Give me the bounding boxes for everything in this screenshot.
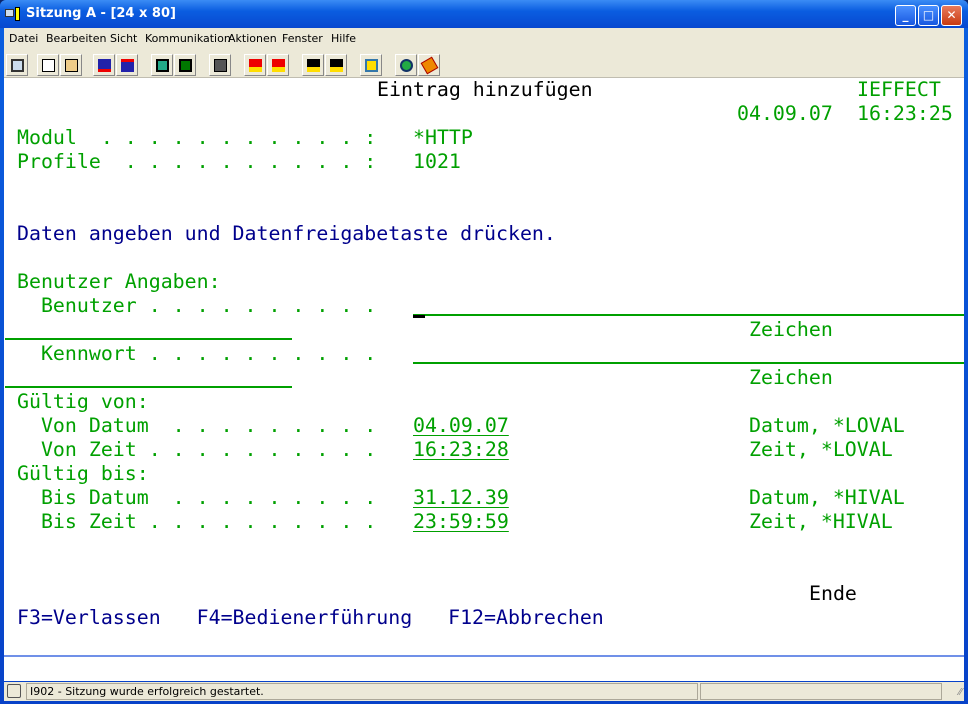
- von-datum-hint: Datum, *LOVAL: [749, 414, 905, 437]
- system-name: IEFFECT: [857, 78, 941, 101]
- benutzer-hint: Zeichen: [749, 318, 833, 341]
- resize-grip-icon[interactable]: ⁄⁄: [958, 687, 962, 698]
- keyboard-icon: [214, 59, 227, 72]
- screen-setup-button[interactable]: [151, 54, 173, 76]
- keyboard-button[interactable]: [209, 54, 231, 76]
- macro-run-button[interactable]: [302, 54, 324, 76]
- von-datum-label: Von Datum . . . . . . . . .: [17, 414, 377, 437]
- screen-button[interactable]: [174, 54, 196, 76]
- bis-datum-input[interactable]: 31.12.39: [413, 486, 509, 509]
- profile-value: 1021: [413, 150, 461, 173]
- copy-button[interactable]: [37, 54, 59, 76]
- screen-divider: [4, 655, 964, 657]
- more-indicator: Ende: [809, 582, 857, 605]
- status-bar: I902 - Sitzung wurde erfolgreich gestart…: [4, 682, 964, 701]
- status-message: I902 - Sitzung wurde erfolgreich gestart…: [26, 683, 698, 700]
- bis-datum-label: Bis Datum . . . . . . . . .: [17, 486, 377, 509]
- gueltig-von-heading: Gültig von:: [17, 390, 149, 413]
- globe-icon: [400, 59, 413, 72]
- menu-fenster[interactable]: Fenster: [282, 32, 323, 45]
- bis-datum-hint: Datum, *HIVAL: [749, 486, 905, 509]
- status-panel: [700, 683, 942, 700]
- clipboard-button[interactable]: [360, 54, 382, 76]
- screen-time: 16:23:25: [857, 102, 953, 125]
- window-title: Sitzung A - [24 x 80]: [26, 6, 176, 21]
- globe-button[interactable]: [395, 54, 417, 76]
- minimize-button[interactable]: _: [895, 5, 916, 26]
- help-icon: [420, 56, 439, 75]
- von-zeit-hint: Zeit, *LOVAL: [749, 438, 893, 461]
- instruction-text: Daten angeben und Datenfreigabetaste drü…: [17, 222, 556, 245]
- screen-setup-icon: [156, 59, 169, 72]
- send-button[interactable]: [93, 54, 115, 76]
- screen-title: Eintrag hinzufügen: [377, 78, 593, 101]
- send-icon: [98, 59, 111, 72]
- benutzer-input-underline: [413, 314, 964, 316]
- kennwort-input-underline: [413, 362, 964, 364]
- modul-value: *HTTP: [413, 126, 473, 149]
- modul-label: Modul . . . . . . . . . . . :: [17, 126, 377, 149]
- benutzer-input-continuation[interactable]: [5, 338, 292, 340]
- macro-stop-icon: [330, 59, 343, 72]
- close-button[interactable]: ✕: [941, 5, 962, 26]
- macro-record-icon: [272, 59, 285, 72]
- von-zeit-input[interactable]: 16:23:28: [413, 438, 509, 461]
- bis-zeit-input[interactable]: 23:59:59: [413, 510, 509, 533]
- menu-aktionen[interactable]: Aktionen: [228, 32, 277, 45]
- menu-datei[interactable]: Datei: [9, 32, 39, 45]
- profile-label: Profile . . . . . . . . . . :: [17, 150, 377, 173]
- bis-zeit-hint: Zeit, *HIVAL: [749, 510, 893, 533]
- receive-icon: [121, 59, 134, 72]
- screen-date: 04.09.07: [737, 102, 833, 125]
- kennwort-label: Kennwort . . . . . . . . . .: [17, 342, 377, 365]
- clipboard-icon: [365, 59, 378, 72]
- copy-icon: [42, 59, 55, 72]
- menu-sicht[interactable]: Sicht: [110, 32, 138, 45]
- title-bar[interactable]: Sitzung A - [24 x 80] _ □ ✕: [0, 0, 968, 28]
- app-icon: [5, 7, 21, 21]
- display-icon: [11, 59, 24, 72]
- macro-record-button[interactable]: [267, 54, 289, 76]
- macro-run-icon: [307, 59, 320, 72]
- menu-hilfe[interactable]: Hilfe: [331, 32, 357, 45]
- macro-play-button[interactable]: [244, 54, 266, 76]
- screen-icon: [179, 59, 192, 72]
- macro-stop-button[interactable]: [325, 54, 347, 76]
- gueltig-bis-heading: Gültig bis:: [17, 462, 149, 485]
- von-zeit-label: Von Zeit . . . . . . . . . .: [17, 438, 377, 461]
- macro-play-icon: [249, 59, 262, 72]
- menu-kommunikation[interactable]: Kommunikation: [145, 32, 231, 45]
- menu-bearbeiten[interactable]: Bearbeiten: [46, 32, 107, 45]
- kennwort-input-continuation[interactable]: [5, 386, 292, 388]
- maximize-button[interactable]: □: [918, 5, 939, 26]
- benutzer-section-heading: Benutzer Angaben:: [17, 270, 221, 293]
- von-datum-input[interactable]: 04.09.07: [413, 414, 509, 437]
- benutzer-label: Benutzer . . . . . . . . . .: [17, 294, 377, 317]
- bis-zeit-label: Bis Zeit . . . . . . . . . .: [17, 510, 377, 533]
- paste-icon: [65, 59, 78, 72]
- terminal-screen[interactable]: Eintrag hinzufügen IEFFECT 04.09.07 16:2…: [4, 78, 964, 681]
- display-button[interactable]: [6, 54, 28, 76]
- connection-icon: [7, 684, 21, 698]
- function-keys[interactable]: F3=Verlassen F4=Bedienerführung F12=Abbr…: [17, 606, 604, 629]
- receive-button[interactable]: [116, 54, 138, 76]
- paste-button[interactable]: [60, 54, 82, 76]
- text-cursor: [413, 315, 425, 318]
- kennwort-hint: Zeichen: [749, 366, 833, 389]
- help-button[interactable]: [418, 54, 440, 76]
- menu-bar: Datei Bearbeiten Sicht Kommunikation Akt…: [4, 28, 964, 50]
- toolbar: [4, 50, 964, 78]
